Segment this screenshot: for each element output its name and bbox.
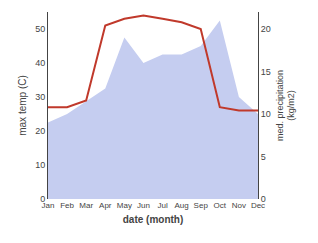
svg-text:Mar: Mar: [79, 201, 93, 210]
svg-text:50: 50: [35, 24, 45, 34]
svg-text:10: 10: [35, 160, 45, 170]
svg-text:Apr: Apr: [99, 201, 112, 210]
svg-text:Dec: Dec: [251, 201, 265, 210]
svg-text:5: 5: [261, 152, 266, 162]
svg-text:Sep: Sep: [194, 201, 209, 210]
svg-text:Oct: Oct: [214, 201, 227, 210]
svg-text:date (month): date (month): [123, 214, 184, 225]
svg-text:Aug: Aug: [175, 201, 189, 210]
svg-text:40: 40: [35, 58, 45, 68]
svg-text:Jul: Jul: [157, 201, 167, 210]
svg-text:Feb: Feb: [60, 201, 74, 210]
svg-text:Jan: Jan: [42, 201, 55, 210]
svg-text:max temp (C): max temp (C): [17, 75, 28, 136]
svg-text:Jun: Jun: [137, 201, 150, 210]
svg-text:0: 0: [261, 194, 266, 204]
svg-text:0: 0: [40, 194, 45, 204]
svg-text:20: 20: [261, 24, 271, 34]
svg-text:30: 30: [35, 92, 45, 102]
svg-text:10: 10: [261, 109, 271, 119]
svg-text:15: 15: [261, 67, 271, 77]
svg-text:med. precipitation(kg/m2): med. precipitation(kg/m2): [275, 70, 297, 141]
svg-text:May: May: [117, 201, 132, 210]
svg-text:20: 20: [35, 126, 45, 136]
svg-text:Nov: Nov: [232, 201, 246, 210]
